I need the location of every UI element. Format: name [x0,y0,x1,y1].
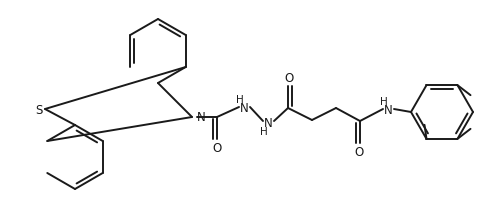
Text: O: O [213,141,221,154]
Text: N: N [197,111,206,124]
Text: H: H [260,126,268,136]
Text: O: O [355,145,364,158]
Text: H: H [236,95,244,104]
Text: O: O [284,72,294,85]
Text: H: H [380,97,388,107]
Text: S: S [35,103,43,116]
Text: N: N [384,103,393,116]
Text: N: N [240,101,249,114]
Text: N: N [264,117,273,130]
